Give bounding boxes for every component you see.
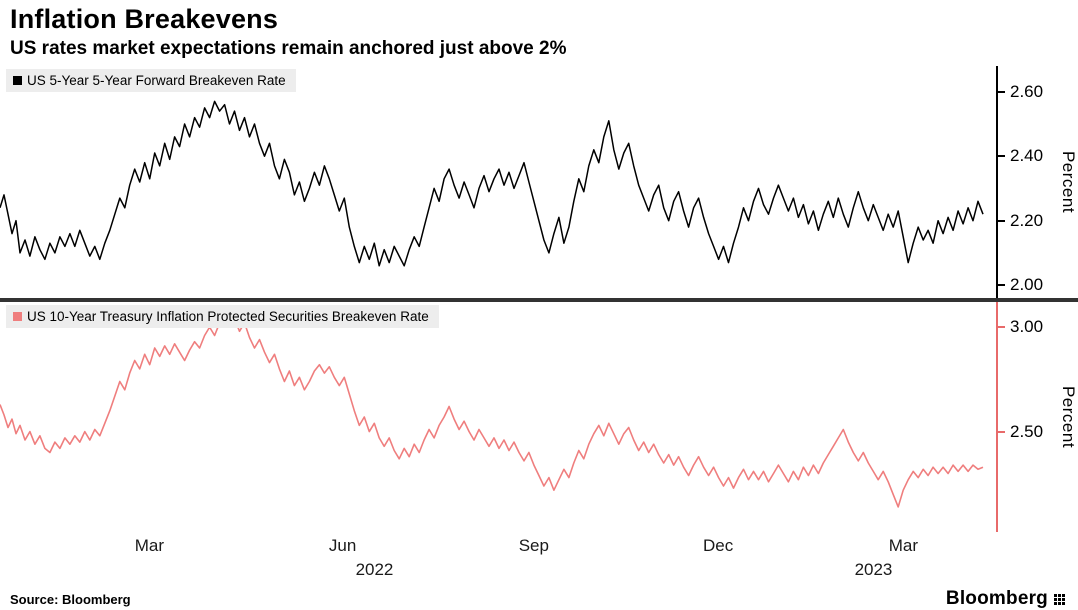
legend-label-bottom: US 10-Year Treasury Inflation Protected … [27,309,429,325]
y-tick-label: 2.60 [1010,81,1044,101]
bottom-plot: US 10-Year Treasury Inflation Protected … [0,302,998,533]
y-tick-label: 3.00 [1010,317,1044,337]
x-tick-label: Dec [702,536,734,556]
y-tick-label: 2.00 [1010,275,1044,295]
x-tick-label: Mar [134,536,165,556]
bottom-line-chart [0,311,984,508]
x-tick-label: Sep [518,536,549,556]
x-year-label: 2022 [355,560,394,580]
bloomberg-terminal-icon [1053,592,1066,606]
chart-header: Inflation Breakevens US rates market exp… [0,0,1078,60]
legend-label-top: US 5-Year 5-Year Forward Breakeven Rate [27,73,286,89]
x-axis: Mar Jun Sep Dec Mar 2022 2023 [0,532,998,588]
y-tick-mark [998,219,1005,222]
y-tick-mark [998,430,1005,433]
source-text: Source: Bloomberg [10,591,131,607]
bloomberg-logo: Bloomberg [946,588,1066,610]
y-tick-mark [998,90,1005,93]
top-panel: US 5-Year 5-Year Forward Breakeven Rate … [0,66,1078,299]
y-axis-title-bottom: Percent [1059,386,1078,449]
bottom-panel: US 10-Year Treasury Inflation Protected … [0,302,1078,533]
page-subtitle: US rates market expectations remain anch… [10,38,567,60]
legend-bottom: US 10-Year Treasury Inflation Protected … [6,305,439,329]
x-year-label: 2023 [854,560,893,580]
y-tick-label: 2.40 [1010,146,1044,166]
y-axis-bottom: Percent 3.00 2.50 [998,302,1078,532]
legend-swatch-top [13,76,22,86]
y-tick-mark [998,326,1005,329]
y-tick-label: 2.50 [1010,421,1044,441]
top-plot: US 5-Year 5-Year Forward Breakeven Rate [0,66,998,299]
y-tick-mark [998,155,1005,158]
y-tick-label: 2.20 [1010,210,1044,230]
legend-top: US 5-Year 5-Year Forward Breakeven Rate [6,69,296,93]
x-tick-label: Jun [328,536,357,556]
top-line-chart [0,100,984,267]
y-axis-title-top: Percent [1059,151,1078,214]
footer: Source: Bloomberg Bloomberg [0,588,1078,610]
chart-area: US 5-Year 5-Year Forward Breakeven Rate … [0,66,1078,588]
x-tick-label: Mar [888,536,918,556]
page-title: Inflation Breakevens [10,4,279,34]
legend-swatch-bottom [13,312,22,322]
bloomberg-wordmark: Bloomberg [945,588,1048,610]
y-tick-mark [998,284,1005,287]
panel-divider [0,298,1078,303]
y-axis-top: Percent 2.00 2.20 2.40 2.60 [998,66,1078,298]
